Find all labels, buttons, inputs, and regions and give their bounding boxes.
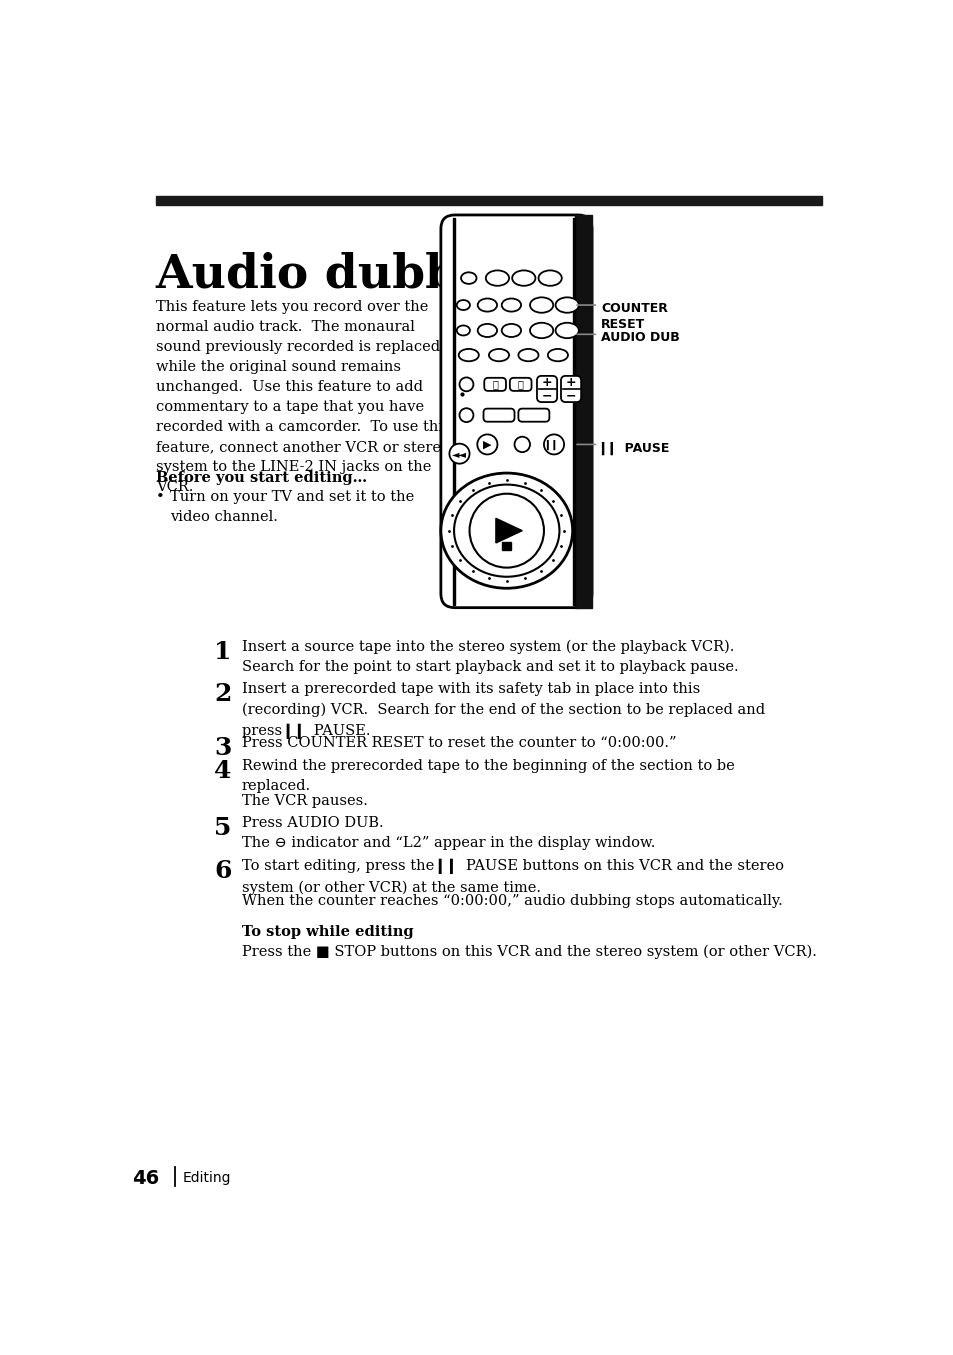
Ellipse shape (517, 350, 537, 362)
Text: Editing: Editing (183, 1171, 231, 1184)
Text: AUDIO DUB: AUDIO DUB (600, 331, 679, 344)
Text: •: • (155, 491, 164, 504)
Ellipse shape (530, 297, 553, 313)
Ellipse shape (477, 298, 497, 312)
Ellipse shape (530, 322, 553, 339)
Text: To stop while editing: To stop while editing (241, 925, 413, 939)
Polygon shape (496, 519, 521, 543)
Ellipse shape (454, 485, 558, 577)
Ellipse shape (459, 408, 473, 423)
Ellipse shape (555, 297, 578, 313)
Ellipse shape (456, 299, 470, 310)
Text: Press COUNTER RESET to reset the counter to “0:00:00.”: Press COUNTER RESET to reset the counter… (241, 736, 676, 751)
Text: ▶: ▶ (482, 439, 491, 450)
Text: This feature lets you record over the
normal audio track.  The monaural
sound pr: This feature lets you record over the no… (155, 299, 450, 495)
Bar (502, 542, 511, 550)
Text: +: + (541, 375, 552, 389)
Ellipse shape (512, 271, 535, 286)
Ellipse shape (488, 350, 509, 362)
Text: Turn on your TV and set it to the
video channel.: Turn on your TV and set it to the video … (170, 491, 414, 524)
Text: Insert a prerecorded tape with its safety tab in place into this
(recording) VCR: Insert a prerecorded tape with its safet… (241, 683, 764, 738)
Text: 2: 2 (214, 683, 232, 706)
Ellipse shape (514, 436, 530, 453)
FancyBboxPatch shape (483, 409, 514, 421)
FancyBboxPatch shape (484, 378, 505, 390)
Text: 5: 5 (214, 816, 232, 840)
FancyBboxPatch shape (560, 375, 580, 402)
Ellipse shape (459, 378, 473, 392)
Text: ◄◄: ◄◄ (452, 449, 466, 458)
Text: 3: 3 (214, 736, 232, 760)
FancyBboxPatch shape (440, 215, 592, 607)
Bar (155, 196, 821, 205)
Ellipse shape (485, 271, 509, 286)
Text: 4: 4 (214, 759, 232, 783)
FancyBboxPatch shape (509, 378, 531, 390)
Text: Press AUDIO DUB.: Press AUDIO DUB. (241, 816, 383, 829)
Text: Before you start editing…: Before you start editing… (155, 470, 366, 485)
Ellipse shape (458, 350, 478, 362)
Ellipse shape (456, 325, 470, 336)
Bar (453, 218, 455, 604)
Text: Audio dubbing: Audio dubbing (155, 251, 543, 298)
Text: COUNTER
RESET: COUNTER RESET (600, 302, 667, 331)
FancyBboxPatch shape (537, 375, 557, 402)
Text: ⏩: ⏩ (517, 379, 523, 389)
Ellipse shape (543, 435, 563, 454)
Text: To start editing, press the ▎▎ PAUSE buttons on this VCR and the stereo
system (: To start editing, press the ▎▎ PAUSE but… (241, 859, 782, 894)
FancyBboxPatch shape (517, 409, 549, 421)
Ellipse shape (555, 322, 578, 339)
Text: ▎▎ PAUSE: ▎▎ PAUSE (600, 442, 669, 454)
Ellipse shape (460, 272, 476, 285)
Text: ▎▎: ▎▎ (546, 439, 561, 450)
Ellipse shape (537, 271, 561, 286)
Text: The ⊖ indicator and “L2” appear in the display window.: The ⊖ indicator and “L2” appear in the d… (241, 836, 655, 850)
Text: −: − (541, 389, 552, 402)
Text: Press the ■ STOP buttons on this VCR and the stereo system (or other VCR).: Press the ■ STOP buttons on this VCR and… (241, 944, 816, 958)
Text: +: + (565, 375, 576, 389)
Bar (575, 215, 592, 607)
Text: ⏪: ⏪ (492, 379, 497, 389)
Text: −: − (565, 389, 576, 402)
Circle shape (469, 493, 543, 568)
Bar (573, 218, 575, 604)
Text: When the counter reaches “0:00:00,” audio dubbing stops automatically.: When the counter reaches “0:00:00,” audi… (241, 894, 781, 908)
Ellipse shape (501, 324, 520, 337)
Ellipse shape (501, 298, 520, 312)
Text: Rewind the prerecorded tape to the beginning of the section to be
replaced.: Rewind the prerecorded tape to the begin… (241, 759, 734, 794)
Text: Insert a source tape into the stereo system (or the playback VCR).
Search for th: Insert a source tape into the stereo sys… (241, 640, 738, 675)
Ellipse shape (449, 443, 469, 463)
Text: 46: 46 (132, 1169, 159, 1188)
Text: The VCR pauses.: The VCR pauses. (241, 794, 367, 808)
Ellipse shape (547, 350, 567, 362)
Ellipse shape (440, 473, 572, 588)
Text: 1: 1 (214, 640, 232, 664)
Ellipse shape (476, 435, 497, 454)
Text: 6: 6 (214, 859, 232, 882)
Ellipse shape (477, 324, 497, 337)
